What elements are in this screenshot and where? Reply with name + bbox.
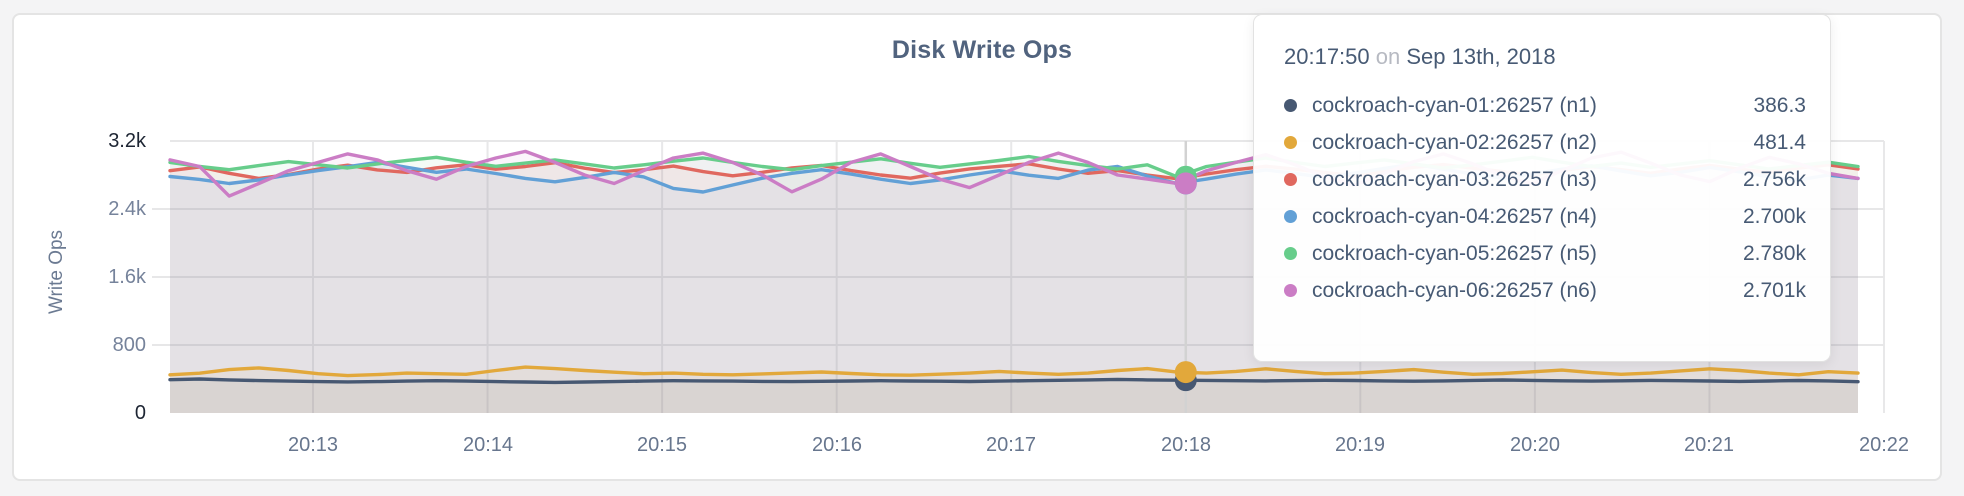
series-color-dot-icon bbox=[1284, 99, 1297, 112]
series-name: cockroach-cyan-06:26257 (n6) bbox=[1312, 278, 1597, 302]
series-color-dot-icon bbox=[1284, 284, 1297, 297]
series-value: 2.780k bbox=[1742, 241, 1806, 265]
x-axis-tick-label: 20:16 bbox=[811, 434, 863, 456]
x-axis-tick-label: 20:21 bbox=[1683, 434, 1735, 456]
tooltip-time: 20:17:50 bbox=[1284, 44, 1370, 69]
series-value: 2.700k bbox=[1742, 204, 1806, 228]
series-name: cockroach-cyan-05:26257 (n5) bbox=[1312, 241, 1597, 265]
series-value: 2.701k bbox=[1742, 278, 1806, 302]
series-value: 2.756k bbox=[1742, 167, 1806, 191]
series-name: cockroach-cyan-02:26257 (n2) bbox=[1312, 130, 1597, 154]
tooltip-header: 20:17:50 on Sep 13th, 2018 bbox=[1284, 41, 1806, 73]
tooltip-date: Sep 13th, 2018 bbox=[1406, 44, 1556, 69]
chart-title: Disk Write Ops bbox=[891, 36, 1073, 64]
series-color-dot-icon bbox=[1284, 210, 1297, 223]
hover-tooltip: 20:17:50 on Sep 13th, 2018 cockroach-cya… bbox=[1253, 14, 1831, 362]
series-color-dot-icon bbox=[1284, 247, 1297, 260]
tooltip-series-row: cockroach-cyan-04:26257 (n4) 2.700k bbox=[1284, 198, 1806, 235]
series-name: cockroach-cyan-04:26257 (n4) bbox=[1312, 204, 1597, 228]
series-value: 386.3 bbox=[1753, 93, 1806, 117]
tooltip-series-row: cockroach-cyan-01:26257 (n1) 386.3 bbox=[1284, 87, 1806, 124]
series-line bbox=[168, 365, 1860, 378]
x-axis-tick-label: 20:22 bbox=[1858, 434, 1910, 456]
x-axis-tick-label: 20:18 bbox=[1160, 434, 1212, 456]
y-axis-tick-label: 3.2k bbox=[108, 130, 146, 152]
series-area bbox=[170, 367, 1858, 413]
x-axis-tick-label: 20:13 bbox=[287, 434, 339, 456]
tooltip-series-row: cockroach-cyan-02:26257 (n2) 481.4 bbox=[1284, 124, 1806, 161]
series-name: cockroach-cyan-01:26257 (n1) bbox=[1312, 93, 1597, 117]
series-color-dot-icon bbox=[1284, 173, 1297, 186]
tooltip-series-row: cockroach-cyan-06:26257 (n6) 2.701k bbox=[1284, 272, 1806, 309]
y-axis-tick-label: 1.6k bbox=[108, 266, 146, 288]
series-color-dot-icon bbox=[1284, 136, 1297, 149]
series-line bbox=[168, 377, 1860, 385]
series-area bbox=[170, 379, 1858, 413]
x-axis-tick-label: 20:20 bbox=[1509, 434, 1561, 456]
y-axis-tick-label: 0 bbox=[134, 402, 146, 424]
y-axis-tick-label: 2.4k bbox=[108, 198, 146, 220]
series-name: cockroach-cyan-03:26257 (n3) bbox=[1312, 167, 1597, 191]
hover-dot bbox=[1174, 361, 1197, 384]
series-value: 481.4 bbox=[1753, 130, 1806, 154]
y-axis-tick-label: 800 bbox=[112, 334, 146, 356]
tooltip-on-word: on bbox=[1375, 44, 1401, 69]
x-axis-tick-label: 20:14 bbox=[462, 434, 514, 456]
x-axis-tick-label: 20:15 bbox=[636, 434, 688, 456]
tooltip-series-row: cockroach-cyan-03:26257 (n3) 2.756k bbox=[1284, 161, 1806, 198]
x-axis-tick-label: 20:17 bbox=[985, 434, 1037, 456]
tooltip-series-row: cockroach-cyan-05:26257 (n5) 2.780k bbox=[1284, 235, 1806, 272]
x-axis-tick-label: 20:19 bbox=[1334, 434, 1386, 456]
hover-dot bbox=[1174, 172, 1197, 195]
